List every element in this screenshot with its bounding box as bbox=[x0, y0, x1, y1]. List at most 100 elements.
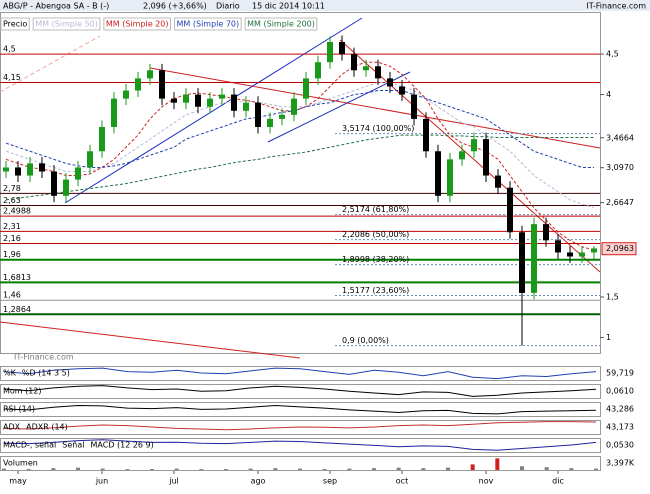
legend-entry: MM (Simple 70) bbox=[177, 20, 240, 29]
indicator-label: Señal bbox=[62, 441, 84, 450]
level-label: 4,15 bbox=[3, 73, 21, 82]
candle-body bbox=[51, 171, 57, 196]
volume-bar bbox=[594, 468, 598, 470]
x-tick-label: nov bbox=[479, 477, 494, 486]
volume-bar bbox=[174, 468, 179, 470]
candle-body bbox=[555, 240, 561, 253]
panel-frame bbox=[0, 420, 601, 435]
y-tick-label: 1,5 bbox=[606, 292, 619, 301]
y-tick-label: 2,6647 bbox=[606, 198, 634, 207]
indicator-label: %D (14 3 5) bbox=[22, 369, 70, 378]
candle-body bbox=[459, 151, 465, 160]
x-tick-label: oct bbox=[396, 477, 408, 486]
candle-body bbox=[507, 187, 513, 233]
trend-line bbox=[64, 17, 363, 204]
indicator-line bbox=[3, 404, 597, 415]
indicator-last: 3,397K bbox=[606, 459, 635, 468]
indicator-line bbox=[3, 385, 597, 397]
candle-body bbox=[495, 175, 501, 188]
level-label: 2,4988 bbox=[3, 207, 31, 216]
legend-box bbox=[32, 17, 101, 31]
candle-body bbox=[63, 179, 69, 196]
candle-body bbox=[567, 252, 573, 257]
indicator-label: ADXR (14) bbox=[26, 423, 68, 432]
x-tick-label: jun bbox=[95, 477, 108, 486]
x-tick-label: ago bbox=[251, 477, 266, 486]
candle-body bbox=[183, 94, 189, 103]
candle-body bbox=[375, 66, 381, 79]
indicator-label: %K bbox=[3, 369, 17, 378]
fib-label: 0,9 (0,00%) bbox=[342, 336, 389, 345]
candle-body bbox=[27, 163, 33, 176]
candle-body bbox=[591, 248, 597, 253]
indicator-last: 0,0530 bbox=[606, 441, 634, 450]
candle-body bbox=[279, 114, 285, 119]
level-label: 2,78 bbox=[3, 184, 21, 193]
indicator-label: Mom (12) bbox=[3, 387, 42, 396]
candle-body bbox=[483, 139, 489, 176]
candle-body bbox=[327, 41, 333, 63]
symbol: ABG/P - Abengoa SA - B (-) bbox=[3, 2, 109, 11]
volume-bar bbox=[248, 468, 253, 470]
x-tick-label: may bbox=[9, 477, 27, 486]
level-label: 1,6813 bbox=[3, 273, 31, 282]
legend-entry: MM (Simple 20) bbox=[106, 20, 169, 29]
volume-bar bbox=[298, 468, 302, 470]
volume-bar bbox=[51, 468, 56, 470]
candle-body bbox=[351, 54, 357, 71]
volume-bar bbox=[26, 469, 31, 470]
panel-frame bbox=[0, 456, 601, 471]
level-label: 1,46 bbox=[3, 291, 21, 300]
level-label: 2,63 bbox=[3, 196, 21, 205]
candle-body bbox=[75, 167, 81, 180]
volume-bar bbox=[224, 469, 228, 470]
candle-body bbox=[171, 98, 177, 103]
indicator-label: MACD (12 26 9) bbox=[90, 441, 153, 450]
fib-label: 1,5177 (23,60%) bbox=[342, 286, 409, 295]
watermark: IT-Finance.com bbox=[14, 353, 74, 362]
level-label: 4,5 bbox=[3, 45, 16, 54]
indicator-label: MACD-, señal bbox=[3, 441, 56, 450]
volume-bar bbox=[569, 468, 574, 470]
trend-lines bbox=[0, 17, 601, 359]
candle-body bbox=[363, 66, 369, 71]
candle-body bbox=[231, 94, 237, 111]
trend-line bbox=[149, 67, 601, 149]
fib-label: 3,5174 (100,00%) bbox=[342, 124, 414, 133]
volume-bar bbox=[421, 468, 426, 470]
candle-body bbox=[519, 232, 525, 293]
candle-body bbox=[99, 126, 105, 152]
legend-box bbox=[244, 17, 318, 31]
header-bar bbox=[0, 0, 650, 11]
x-tick-label: jul bbox=[168, 477, 179, 486]
legend-box bbox=[103, 17, 172, 31]
volume-bar bbox=[495, 458, 500, 470]
candle-body bbox=[111, 98, 117, 127]
y-tick-label: 3,0970 bbox=[606, 163, 634, 172]
fib-label: 2,2086 (50,00%) bbox=[342, 230, 409, 239]
candle-body bbox=[399, 86, 405, 95]
volume-bar bbox=[76, 467, 80, 470]
candle-body bbox=[303, 78, 309, 99]
candle-body bbox=[387, 78, 393, 87]
indicator-last: 0,0610 bbox=[606, 387, 634, 396]
candle-body bbox=[207, 98, 213, 107]
candle-body bbox=[579, 252, 585, 257]
volume-bar bbox=[322, 469, 327, 470]
legend-box bbox=[174, 17, 242, 31]
indicator-last: 59,719 bbox=[606, 369, 634, 378]
level-label: 1,2864 bbox=[3, 305, 31, 314]
indicator-last: 43,173 bbox=[606, 423, 634, 432]
candle-body bbox=[159, 70, 165, 99]
level-label: 2,31 bbox=[3, 222, 21, 231]
legend-entry: Precio bbox=[3, 20, 27, 29]
volume-bar bbox=[199, 469, 204, 470]
price-frame bbox=[0, 12, 601, 354]
datetime: 15 dic 2014 10:11 bbox=[252, 2, 325, 11]
y-tick-label: 1 bbox=[606, 333, 611, 342]
candle-body bbox=[291, 98, 297, 115]
panel-frame bbox=[0, 366, 601, 381]
volume-bar bbox=[396, 467, 401, 470]
brand: IT-Finance.com bbox=[586, 2, 646, 11]
volume-bar bbox=[273, 468, 278, 470]
